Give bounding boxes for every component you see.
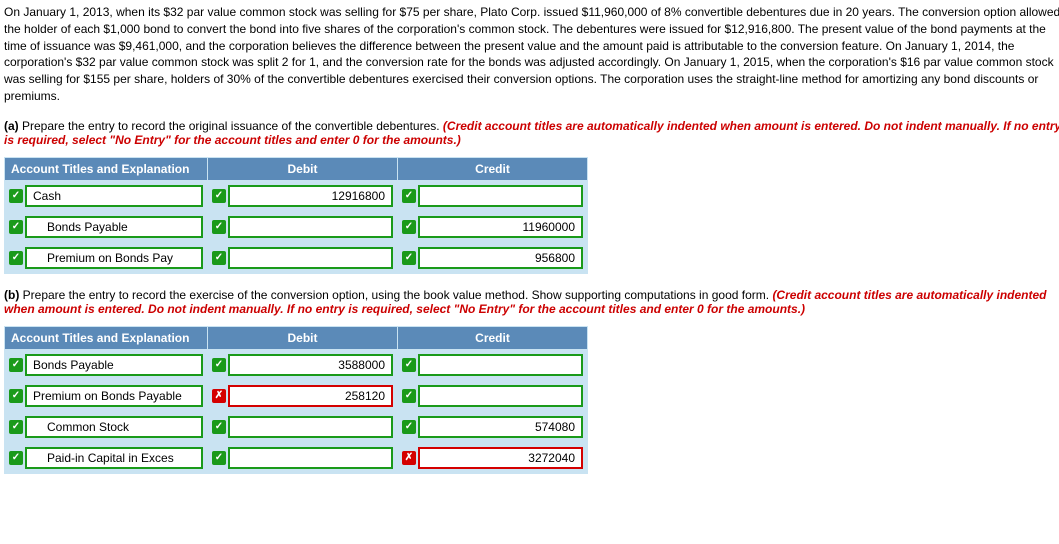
amount-input[interactable]: 956800 xyxy=(418,247,583,269)
part-b-label: (b) xyxy=(4,288,23,302)
amount-input[interactable] xyxy=(228,447,393,469)
amount-input[interactable]: 574080 xyxy=(418,416,583,438)
amount-input[interactable] xyxy=(228,416,393,438)
check-icon: ✓ xyxy=(212,358,226,372)
header-debit: Debit xyxy=(208,157,398,180)
check-icon: ✓ xyxy=(402,251,416,265)
part-b-text: Prepare the entry to record the exercise… xyxy=(23,288,773,302)
account-input[interactable]: Premium on Bonds Pay xyxy=(25,247,203,269)
amount-input[interactable] xyxy=(418,385,583,407)
table-b: Account Titles and Explanation Debit Cre… xyxy=(4,326,588,474)
part-a-label: (a) xyxy=(4,119,22,133)
header-account: Account Titles and Explanation xyxy=(5,326,208,349)
check-icon: ✓ xyxy=(212,451,226,465)
amount-input[interactable]: 3272040 xyxy=(418,447,583,469)
part-a-text: Prepare the entry to record the original… xyxy=(22,119,443,133)
account-input[interactable]: Common Stock xyxy=(25,416,203,438)
part-a-instruction: (a) Prepare the entry to record the orig… xyxy=(4,119,1059,147)
check-icon: ✓ xyxy=(212,251,226,265)
check-icon: ✓ xyxy=(402,220,416,234)
table-row: ✓Paid-in Capital in Exces✓✗3272040 xyxy=(5,442,588,473)
table-row: ✓Premium on Bonds Pay✓✓956800 xyxy=(5,242,588,273)
check-icon: ✓ xyxy=(402,389,416,403)
amount-input[interactable]: 12916800 xyxy=(228,185,393,207)
table-row: ✓Bonds Payable✓3588000✓ xyxy=(5,349,588,380)
amount-input[interactable]: 11960000 xyxy=(418,216,583,238)
check-icon: ✓ xyxy=(9,451,23,465)
header-account: Account Titles and Explanation xyxy=(5,157,208,180)
header-credit: Credit xyxy=(398,326,588,349)
table-row: ✓Bonds Payable✓✓11960000 xyxy=(5,211,588,242)
cross-icon: ✗ xyxy=(212,389,226,403)
check-icon: ✓ xyxy=(9,420,23,434)
check-icon: ✓ xyxy=(402,358,416,372)
table-row: ✓Premium on Bonds Payable✗258120✓ xyxy=(5,380,588,411)
account-input[interactable]: Bonds Payable xyxy=(25,216,203,238)
account-input[interactable]: Paid-in Capital in Exces xyxy=(25,447,203,469)
table-a: Account Titles and Explanation Debit Cre… xyxy=(4,157,588,274)
table-a-header-row: Account Titles and Explanation Debit Cre… xyxy=(5,157,588,180)
account-input[interactable]: Cash xyxy=(25,185,203,207)
account-input[interactable]: Premium on Bonds Payable xyxy=(25,385,203,407)
amount-input[interactable]: 258120 xyxy=(228,385,393,407)
table-row: ✓Common Stock✓✓574080 xyxy=(5,411,588,442)
part-b-instruction: (b) Prepare the entry to record the exer… xyxy=(4,288,1059,316)
check-icon: ✓ xyxy=(9,189,23,203)
header-debit: Debit xyxy=(208,326,398,349)
problem-text: On January 1, 2013, when its $32 par val… xyxy=(4,4,1059,105)
table-b-header-row: Account Titles and Explanation Debit Cre… xyxy=(5,326,588,349)
amount-input[interactable] xyxy=(228,247,393,269)
amount-input[interactable] xyxy=(418,354,583,376)
cross-icon: ✗ xyxy=(402,451,416,465)
check-icon: ✓ xyxy=(212,220,226,234)
check-icon: ✓ xyxy=(9,251,23,265)
check-icon: ✓ xyxy=(9,358,23,372)
check-icon: ✓ xyxy=(9,220,23,234)
amount-input[interactable]: 3588000 xyxy=(228,354,393,376)
check-icon: ✓ xyxy=(9,389,23,403)
check-icon: ✓ xyxy=(212,189,226,203)
check-icon: ✓ xyxy=(212,420,226,434)
table-row: ✓Cash✓12916800✓ xyxy=(5,180,588,211)
check-icon: ✓ xyxy=(402,420,416,434)
amount-input[interactable] xyxy=(418,185,583,207)
check-icon: ✓ xyxy=(402,189,416,203)
header-credit: Credit xyxy=(398,157,588,180)
amount-input[interactable] xyxy=(228,216,393,238)
account-input[interactable]: Bonds Payable xyxy=(25,354,203,376)
